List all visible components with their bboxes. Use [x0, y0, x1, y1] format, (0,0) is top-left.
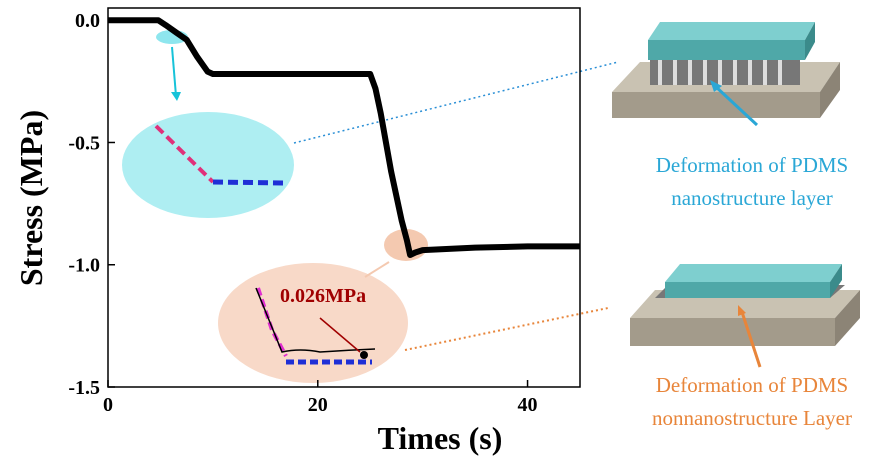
caption-line: Deformation of PDMS: [656, 153, 849, 177]
caption-line: nanostructure layer: [671, 186, 833, 210]
illustration-nanostructure: [612, 22, 840, 125]
x-tick-label: 0: [103, 394, 113, 416]
connector: [405, 308, 608, 350]
inset-zoom-1: [122, 112, 294, 218]
arrow: [365, 262, 389, 277]
annotation-dot: [360, 351, 368, 359]
x-tick-label: 40: [518, 394, 538, 416]
inset-zoom-2: [218, 263, 408, 383]
annotation: 0.026MPa: [280, 285, 366, 307]
illustration-nonnanostructure: [630, 264, 860, 367]
arrow-head: [171, 92, 181, 101]
y-tick-label: 0.0: [75, 10, 100, 32]
arrow: [172, 47, 176, 96]
y-tick-label: -1.5: [68, 377, 100, 399]
y-tick-label: -0.5: [68, 132, 100, 154]
x-axis-label: Times (s): [378, 420, 503, 456]
y-axis-label: Stress (MPa): [13, 110, 49, 286]
x-tick-label: 20: [308, 394, 328, 416]
caption-line: Deformation of PDMS: [656, 373, 849, 397]
caption: Deformation of PDMS nonnanostructure Laye…: [652, 373, 852, 430]
y-tick-label: -1.0: [68, 255, 100, 277]
figure: 0.026MPa Deformation of PDMS nanostructur…: [0, 0, 890, 468]
caption-line: nonnanostructure Layer: [652, 406, 852, 430]
caption: Deformation of PDMS nanostructure layer: [656, 153, 849, 210]
